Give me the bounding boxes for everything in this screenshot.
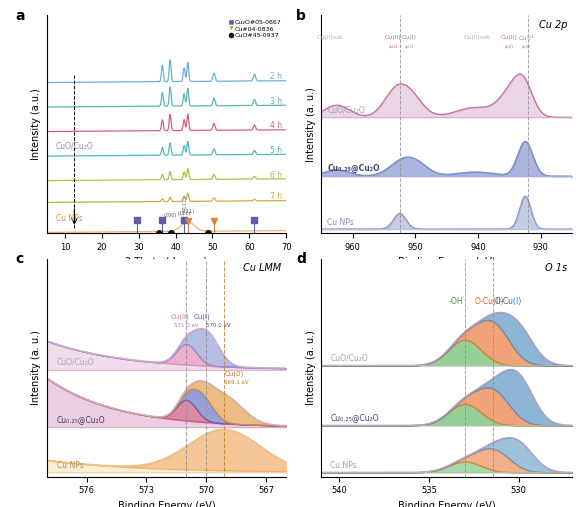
Text: 4 h: 4 h: [270, 122, 283, 130]
Text: Cu NPs: Cu NPs: [328, 218, 354, 227]
Text: Cu NPs: Cu NPs: [56, 214, 83, 223]
Text: 571.0 eV: 571.0 eV: [174, 322, 199, 328]
Text: Cu⁰/¹: Cu⁰/¹: [519, 35, 534, 41]
Text: O-Cu(I): O-Cu(I): [495, 297, 522, 306]
Text: Cu(0): Cu(0): [224, 371, 244, 377]
X-axis label: Binding Energy (eV): Binding Energy (eV): [398, 258, 496, 268]
Text: Cu(II): Cu(II): [171, 313, 190, 320]
Text: Cu₀.₂₅@Cu₂O: Cu₀.₂₅@Cu₂O: [330, 413, 379, 422]
Text: (111): (111): [182, 195, 187, 210]
Text: CuO/Cu₂O: CuO/Cu₂O: [328, 105, 365, 114]
Text: 3 h: 3 h: [270, 97, 283, 106]
Text: Cu(I): Cu(I): [402, 35, 416, 41]
Legend: Cu₂O#05-0667, Cu#04-0836, CuO#45-0937: Cu₂O#05-0667, Cu#04-0836, CuO#45-0937: [227, 18, 283, 40]
Text: Cu NPs: Cu NPs: [57, 460, 84, 469]
Text: c: c: [16, 252, 24, 266]
Text: 569.1 eV: 569.1 eV: [224, 380, 249, 385]
Text: O 1s: O 1s: [545, 263, 567, 273]
Text: Cu 2p: Cu 2p: [539, 20, 567, 29]
Text: Cu LMM: Cu LMM: [244, 263, 281, 273]
Text: (200): (200): [164, 213, 177, 218]
Text: Cu(II): Cu(II): [385, 35, 402, 41]
Text: 5 h: 5 h: [270, 146, 283, 155]
Y-axis label: Intensity (a.u.): Intensity (a.u.): [31, 88, 41, 160]
Text: b: b: [296, 9, 306, 23]
Text: Cu(II): Cu(II): [501, 35, 518, 41]
Text: Cu(I): Cu(I): [194, 313, 211, 320]
Text: Cu NPs: Cu NPs: [330, 461, 357, 470]
Y-axis label: Intensity (a. u.): Intensity (a. u.): [305, 87, 315, 162]
Y-axis label: Intensity (a. u.): Intensity (a. u.): [305, 330, 315, 405]
Text: Cu(II)sat.: Cu(II)sat.: [317, 35, 345, 41]
Text: CuO/Cu₂O: CuO/Cu₂O: [330, 353, 368, 363]
Text: 570.0 eV: 570.0 eV: [206, 322, 231, 328]
Text: d: d: [296, 252, 306, 266]
Text: 6 h: 6 h: [270, 170, 283, 179]
Text: 7 h: 7 h: [270, 192, 283, 201]
Text: CuO/Cu₂O: CuO/Cu₂O: [56, 141, 93, 151]
Text: Cu₀.₂₅@Cu₂O: Cu₀.₂₅@Cu₂O: [57, 415, 105, 424]
X-axis label: 2 Theta (degree): 2 Theta (degree): [126, 258, 207, 268]
Text: O-Cu(II): O-Cu(II): [475, 297, 505, 306]
Text: a: a: [16, 9, 25, 23]
Y-axis label: Intensity (a. u.): Intensity (a. u.): [31, 330, 41, 405]
Text: ₂ₚ₃/₂: ₂ₚ₃/₂: [505, 44, 515, 49]
Text: -OH: -OH: [449, 297, 463, 306]
Text: Cu(II)sat.: Cu(II)sat.: [464, 35, 492, 41]
Text: ₂ₚ₃/₂: ₂ₚ₃/₂: [522, 44, 531, 49]
Text: (111): (111): [178, 211, 191, 215]
Text: ₂ₚ₁/₂: ₂ₚ₁/₂: [405, 44, 413, 49]
Text: 2 h: 2 h: [270, 73, 283, 82]
X-axis label: Binding Energy (eV): Binding Energy (eV): [398, 501, 496, 507]
Text: CuO/Cu₂O: CuO/Cu₂O: [57, 358, 95, 367]
Text: (111): (111): [181, 208, 194, 213]
Text: Cu₀.₂₅@Cu₂O: Cu₀.₂₅@Cu₂O: [328, 164, 380, 173]
Text: ₂ₚ₁/₂: ₂ₚ₁/₂: [389, 44, 398, 49]
X-axis label: Binding Energy (eV): Binding Energy (eV): [117, 501, 215, 507]
